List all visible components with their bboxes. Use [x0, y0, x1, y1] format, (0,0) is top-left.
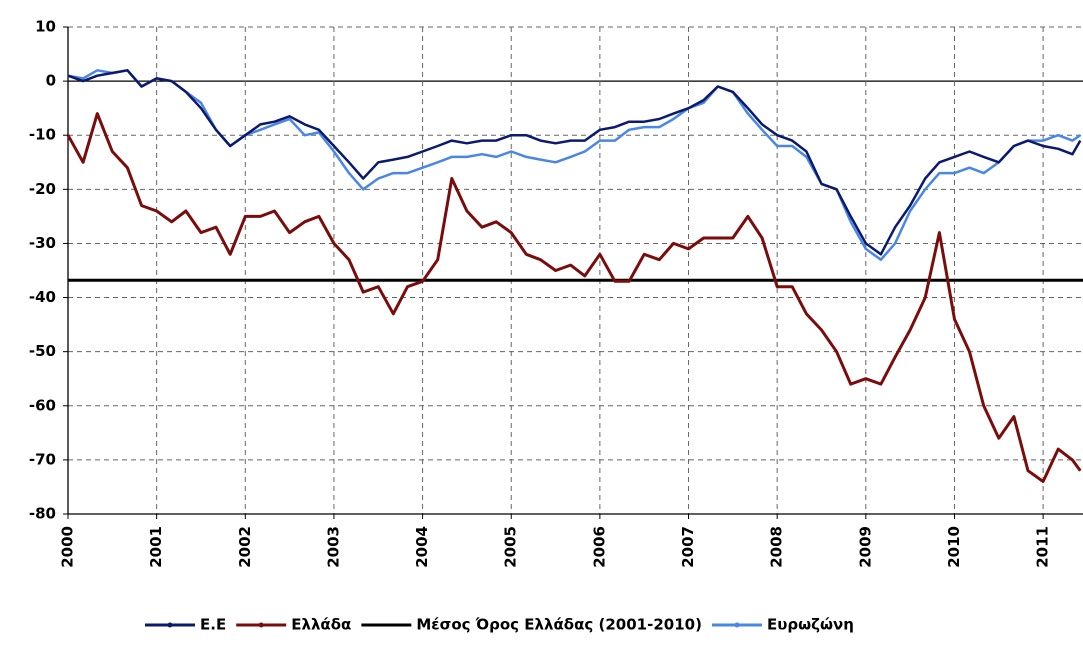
- x-tick-label: 2010: [945, 526, 963, 568]
- y-tick-label: -50: [29, 342, 56, 360]
- legend-label: Ευρωζώνη: [767, 616, 854, 634]
- x-tick-label: 2011: [1034, 526, 1052, 568]
- legend-label: Ελλάδα: [291, 616, 351, 634]
- series-line: [66, 112, 1082, 483]
- y-tick-label: -40: [29, 288, 56, 306]
- series-line: [67, 69, 1082, 261]
- legend-marker: [734, 622, 740, 628]
- legend-marker: [258, 622, 264, 628]
- y-tick-label: 0: [46, 72, 56, 90]
- y-tick-label: 10: [35, 18, 56, 36]
- y-tick-label: -10: [29, 126, 56, 144]
- x-tick-label: 2007: [679, 526, 697, 568]
- y-tick-label: -80: [29, 505, 56, 523]
- legend-marker: [167, 622, 173, 628]
- y-tick-label: -20: [29, 180, 56, 198]
- y-tick-label: -30: [29, 234, 56, 252]
- x-tick-label: 2001: [147, 526, 165, 568]
- y-tick-label: -70: [29, 450, 56, 468]
- x-tick-label: 2000: [59, 526, 77, 568]
- x-tick-label: 2005: [502, 526, 520, 568]
- x-tick-label: 2008: [768, 526, 786, 568]
- x-tick-label: 2009: [856, 526, 874, 568]
- x-tick-label: 2002: [236, 526, 254, 568]
- y-tick-label: -60: [29, 396, 56, 414]
- x-tick-label: 2006: [590, 526, 608, 568]
- series-line: [67, 69, 1082, 256]
- legend-label: Μέσος Όρος Ελλάδας (2001-2010): [416, 616, 702, 634]
- legend-label: Ε.Ε: [200, 616, 226, 634]
- x-tick-label: 2003: [324, 526, 342, 568]
- x-tick-label: 2004: [413, 526, 431, 568]
